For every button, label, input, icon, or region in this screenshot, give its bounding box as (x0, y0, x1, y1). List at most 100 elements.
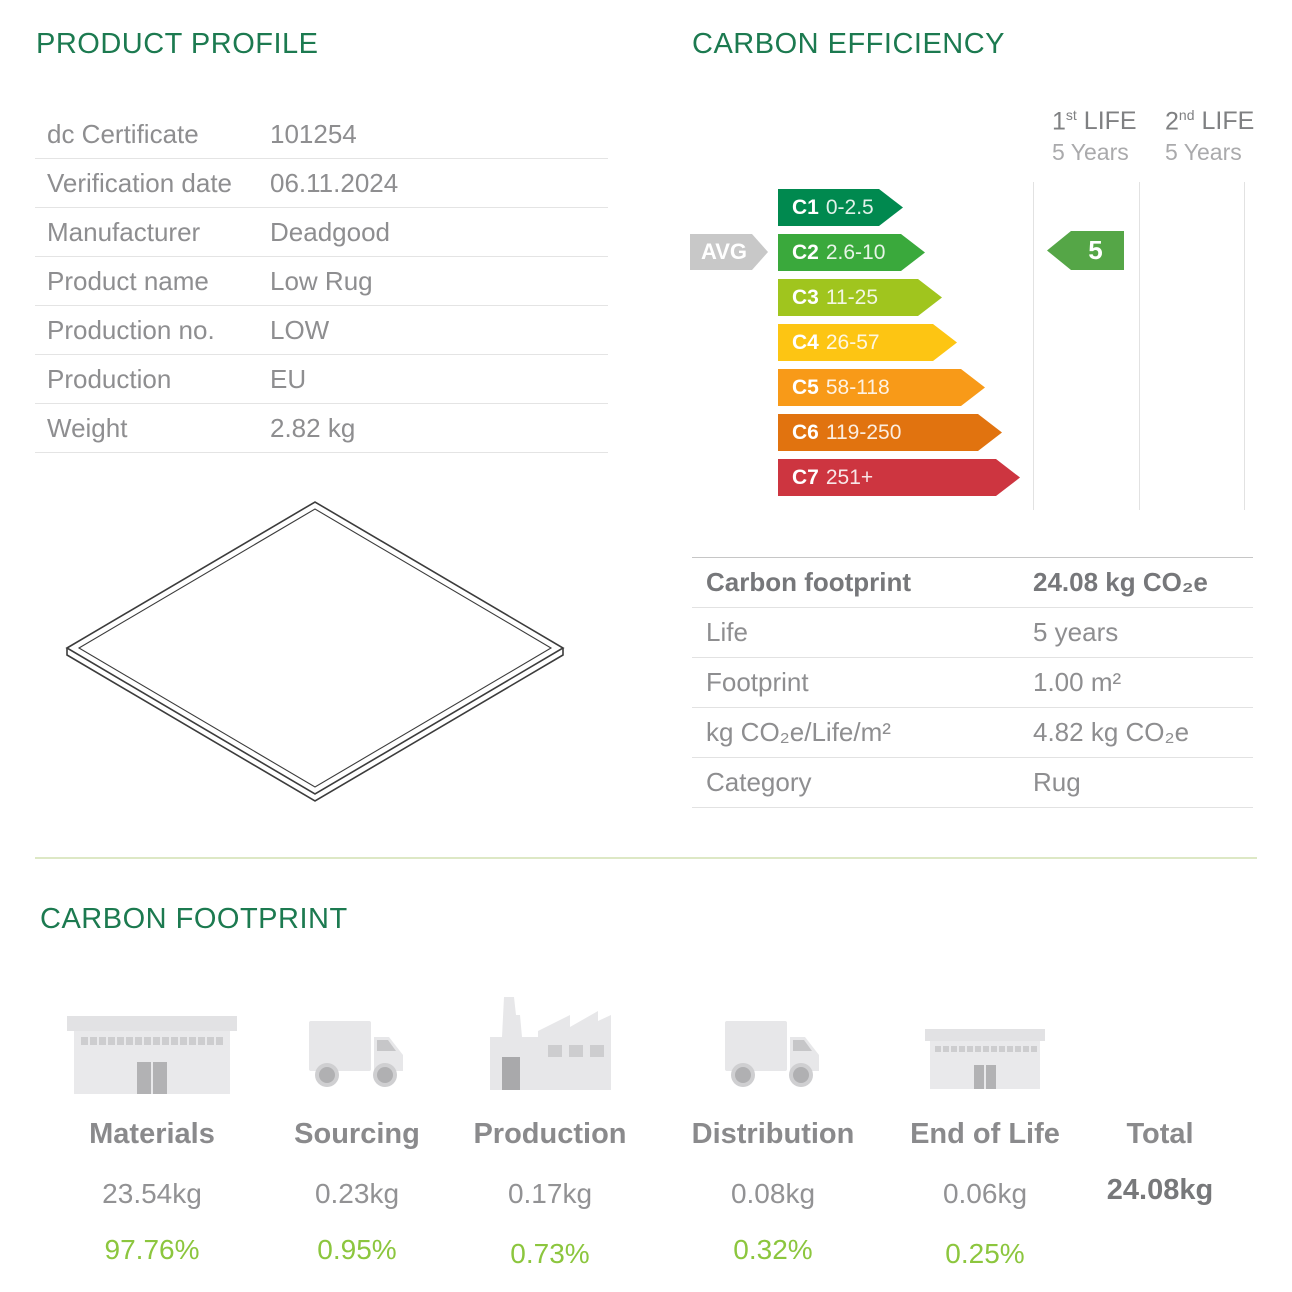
efficiency-class-c6: C6 119-250 (778, 414, 1002, 451)
row-label: kg CO₂e/Life/m² (706, 717, 891, 747)
life-ordinal: st (1065, 107, 1077, 123)
stage-label-end-of-life: End of Life (910, 1118, 1060, 1150)
row-label: Product name (47, 266, 209, 296)
class-range: 58-118 (825, 376, 890, 399)
row-label: Weight (47, 413, 128, 443)
table-row: Weight 2.82 kg (35, 404, 608, 453)
efficiency-class-c7: C7 251+ (778, 459, 1020, 496)
row-value: 101254 (270, 119, 357, 149)
row-value: Low Rug (270, 266, 373, 296)
class-range: 2.6-10 (825, 241, 886, 264)
class-range: 119-250 (825, 421, 902, 444)
table-row: Manufacturer Deadgood (35, 208, 608, 257)
class-range: 26-57 (825, 331, 880, 354)
grid-line (1244, 182, 1245, 510)
stage-pct-sourcing: 0.95% (317, 1234, 397, 1265)
row-value: 4.82 kg CO₂e (1033, 717, 1190, 747)
row-label: Carbon footprint (706, 567, 912, 597)
efficiency-class-c3: C3 11-25 (778, 279, 942, 316)
first-life-header: 1st LIFE (1052, 107, 1137, 136)
stage-label-total: Total (1126, 1118, 1194, 1150)
row-value: 24.08 kg CO₂e (1033, 567, 1208, 597)
second-life-years: 5 Years (1165, 139, 1242, 165)
efficiency-class-c4: C4 26-57 (778, 324, 957, 361)
truck-icon (309, 1021, 403, 1087)
stage-pct-end-of-life: 0.25% (945, 1238, 1025, 1269)
stage-pct-distribution: 0.32% (733, 1234, 813, 1265)
class-code: C4 (792, 331, 819, 354)
carbon-efficiency-title: CARBON EFFICIENCY (692, 28, 1006, 60)
row-label: Production (47, 364, 172, 394)
rug-isometric-drawing (65, 501, 565, 802)
row-label: Footprint (706, 667, 809, 697)
stage-label-materials: Materials (89, 1118, 215, 1150)
product-profile-title: PRODUCT PROFILE (36, 28, 319, 60)
efficiency-class-c2: C2 2.6-10 (778, 234, 925, 271)
table-row: Carbon footprint 24.08 kg CO₂e (692, 558, 1253, 608)
row-value: 2.82 kg (270, 413, 356, 443)
row-label: Production no. (47, 315, 215, 345)
stage-label-production: Production (473, 1118, 627, 1150)
table-row: kg CO₂e/Life/m² 4.82 kg CO₂e (692, 708, 1253, 758)
stage-kg-end-of-life: 0.06kg (942, 1178, 1028, 1209)
class-range: 251+ (825, 466, 874, 489)
class-code: C3 (792, 286, 819, 309)
table-row: Verification date 06.11.2024 (35, 159, 608, 208)
truck-icon (725, 1021, 819, 1087)
table-row: Footprint 1.00 m² (692, 658, 1253, 708)
stage-kg-materials: 23.54kg (102, 1178, 202, 1209)
stage-kg-distribution: 0.08kg (730, 1178, 816, 1209)
life-num: 2 (1165, 107, 1179, 136)
stage-kg-total: 24.08kg (1106, 1174, 1214, 1206)
row-value: LOW (270, 315, 330, 345)
factory-icon (490, 997, 611, 1090)
class-range: 0-2.5 (825, 196, 874, 219)
avg-marker-arrow: AVG (690, 234, 768, 270)
product-profile-table: dc Certificate 101254 Verification date … (35, 110, 608, 453)
section-divider (35, 857, 1257, 859)
first-life-years: 5 Years (1052, 139, 1129, 165)
carbon-details-table: Carbon footprint 24.08 kg CO₂e Life 5 ye… (692, 557, 1253, 808)
grid-line (1033, 182, 1034, 510)
row-value: 1.00 m² (1033, 667, 1122, 697)
row-value: 5 years (1033, 617, 1119, 647)
efficiency-class-c5: C5 58-118 (778, 369, 985, 406)
table-row: dc Certificate 101254 (35, 110, 608, 159)
row-value: 06.11.2024 (270, 168, 399, 198)
stage-label-sourcing: Sourcing (294, 1118, 420, 1150)
row-label: Verification date (47, 168, 233, 198)
class-code: C1 (792, 196, 819, 219)
table-row: Life 5 years (692, 608, 1253, 658)
table-row: Production EU (35, 355, 608, 404)
warehouse-icon (67, 1016, 237, 1094)
stage-pct-production: 0.73% (510, 1238, 590, 1269)
class-code: C5 (792, 376, 819, 399)
table-row: Category Rug (692, 758, 1253, 808)
table-row: Product name Low Rug (35, 257, 608, 306)
rating-badge: 5 (1047, 231, 1124, 270)
stage-label-distribution: Distribution (691, 1118, 855, 1150)
efficiency-class-c1: C1 0-2.5 (778, 189, 903, 226)
life-num: 1 (1052, 107, 1066, 136)
row-value: EU (270, 364, 307, 394)
row-label: dc Certificate (47, 119, 199, 149)
warehouse-icon (925, 1029, 1045, 1089)
row-value: Rug (1033, 767, 1081, 797)
row-label: Manufacturer (47, 217, 201, 247)
row-label: Category (706, 767, 812, 797)
class-code: C7 (792, 466, 819, 489)
second-life-header: 2nd LIFE (1165, 107, 1254, 136)
table-row: Production no. LOW (35, 306, 608, 355)
stage-kg-production: 0.17kg (507, 1178, 593, 1209)
carbon-footprint-title: CARBON FOOTPRINT (40, 903, 348, 935)
grid-line (1139, 182, 1140, 510)
life-ordinal: nd (1178, 107, 1195, 123)
row-label: Life (706, 617, 748, 647)
life-label: LIFE (1201, 107, 1255, 136)
class-range: 11-25 (825, 286, 879, 309)
class-code: C2 (792, 241, 819, 264)
class-code: C6 (792, 421, 819, 444)
stage-kg-sourcing: 0.23kg (314, 1178, 400, 1209)
row-value: Deadgood (270, 217, 390, 247)
